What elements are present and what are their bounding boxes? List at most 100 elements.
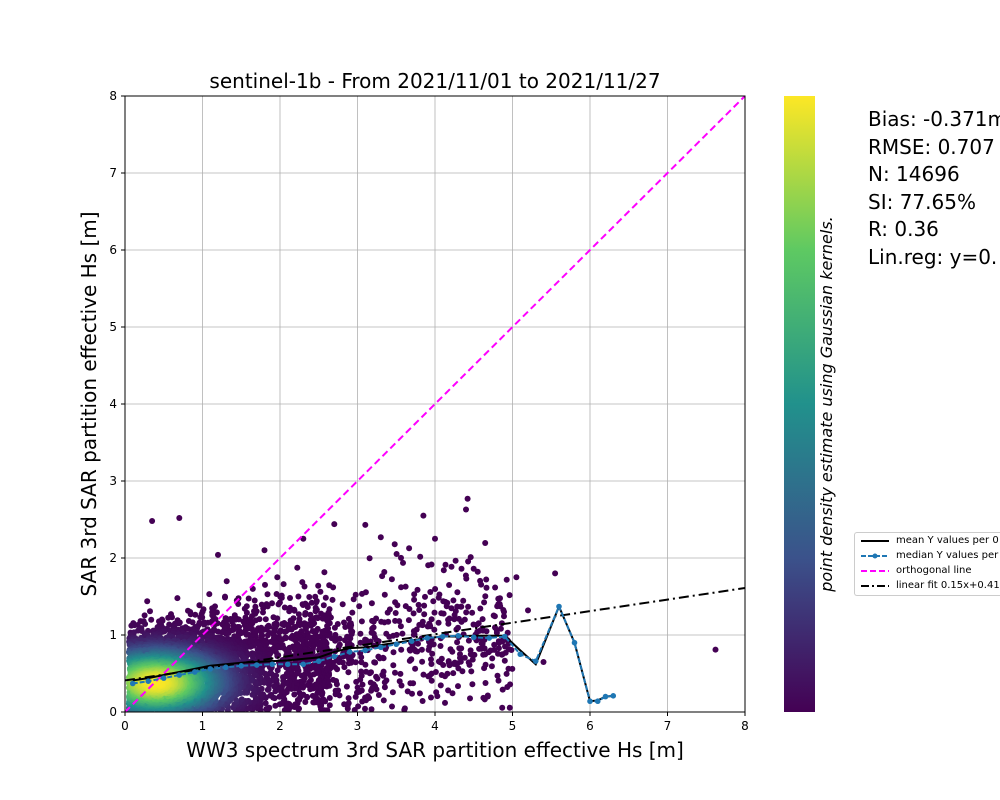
x-tick-label: 6 — [586, 719, 594, 733]
scatter-point — [249, 691, 256, 698]
scatter-point — [416, 621, 423, 628]
scatter-point — [187, 611, 194, 618]
scatter-point — [278, 594, 285, 601]
scatter-point — [267, 669, 274, 676]
scatter-point — [438, 672, 445, 678]
scatter-point — [405, 617, 412, 624]
legend-label-linear-fit: linear fit 0.15x+0.41 — [896, 580, 1000, 591]
median-point — [393, 641, 400, 648]
scatter-point — [306, 594, 313, 600]
scatter-point — [425, 673, 432, 680]
scatter-point — [389, 703, 395, 710]
scatter-point — [144, 598, 151, 605]
median-point — [439, 633, 446, 640]
legend-swatch-median — [861, 553, 889, 558]
scatter-point — [467, 695, 473, 702]
scatter-point — [467, 554, 474, 561]
scatter-point — [503, 670, 510, 677]
y-tick-label: 5 — [109, 320, 117, 334]
scatter-point — [495, 677, 502, 684]
scatter-point — [425, 646, 432, 653]
scatter-point — [366, 555, 373, 562]
median-point — [160, 675, 167, 681]
scatter-point — [412, 665, 419, 672]
scatter-point — [448, 605, 455, 612]
scatter-point — [397, 623, 404, 630]
scatter-point — [331, 624, 338, 631]
y-tick-label: 2 — [109, 551, 117, 565]
median-point — [556, 603, 562, 610]
median-point — [470, 634, 477, 641]
scatter-point — [493, 629, 500, 636]
scatter-point — [263, 706, 270, 712]
scatter-point — [428, 694, 434, 701]
y-tick-label: 3 — [109, 474, 117, 488]
scatter-point — [276, 629, 283, 636]
median-point — [455, 632, 462, 639]
scatter-point — [491, 641, 498, 648]
scatter-point — [447, 646, 454, 653]
scatter-point — [261, 547, 268, 554]
scatter-point — [235, 601, 242, 607]
x-tick-label: 3 — [354, 719, 362, 733]
scatter-point — [437, 643, 444, 649]
scatter-point — [427, 589, 434, 595]
trend-lines — [125, 96, 745, 712]
median-point — [176, 672, 183, 678]
scatter-point — [312, 608, 319, 615]
scatter-point — [367, 679, 374, 686]
scatter-point — [264, 686, 271, 693]
scatter-point — [330, 676, 337, 683]
scatter-point — [483, 584, 490, 591]
scatter-point — [449, 690, 456, 697]
chart-title: sentinel-1b - From 2021/11/01 to 2021/11… — [209, 69, 660, 93]
scatter-point — [213, 609, 220, 616]
scatter-point — [422, 593, 428, 600]
scatter-point — [428, 677, 435, 684]
scatter-point — [389, 689, 396, 696]
x-tick-label: 2 — [276, 719, 284, 733]
scatter-point — [410, 610, 417, 617]
scatter-point — [494, 603, 501, 610]
scatter-point — [513, 574, 520, 581]
median-point — [269, 661, 276, 668]
scatter-point — [359, 681, 366, 688]
scatter-point — [481, 599, 488, 606]
scatter-point — [379, 671, 386, 678]
scatter-point — [283, 647, 290, 654]
scatter-point — [313, 599, 320, 606]
scatter-point — [345, 695, 352, 702]
scatter-point — [245, 595, 252, 602]
legend-entry-median: median Y values per — [855, 548, 1000, 563]
scatter-point — [304, 682, 311, 688]
legend: mean Y values per 0 median Y values per … — [854, 532, 1000, 596]
scatter-point — [432, 586, 439, 592]
scatter-point — [280, 677, 287, 684]
scatter-point — [322, 594, 329, 601]
scatter-point — [428, 616, 435, 623]
scatter-point — [415, 601, 422, 608]
scatter-point — [445, 620, 452, 627]
scatter-point — [480, 651, 487, 658]
scatter-point — [406, 657, 413, 664]
scatter-point — [309, 628, 316, 635]
scatter-point — [396, 678, 403, 685]
scatter-point — [358, 654, 365, 661]
y-axis-label: SAR 3rd SAR partition effective Hs [m] — [77, 211, 101, 596]
scatter-point — [416, 607, 423, 613]
scatter-point — [401, 705, 408, 712]
scatter-point — [454, 603, 461, 610]
scatter-point — [463, 609, 470, 616]
x-tick-label: 8 — [741, 719, 749, 733]
scatter-point — [463, 506, 469, 513]
scatter-point — [362, 521, 369, 528]
scatter-point — [288, 634, 294, 641]
scatter-point — [424, 623, 431, 630]
median-point — [571, 639, 578, 646]
legend-entry-mean: mean Y values per 0 — [855, 533, 1000, 548]
scatter-point — [481, 665, 488, 672]
scatter-point — [317, 588, 324, 595]
scatter-point — [399, 630, 406, 637]
scatter-point — [328, 635, 335, 642]
